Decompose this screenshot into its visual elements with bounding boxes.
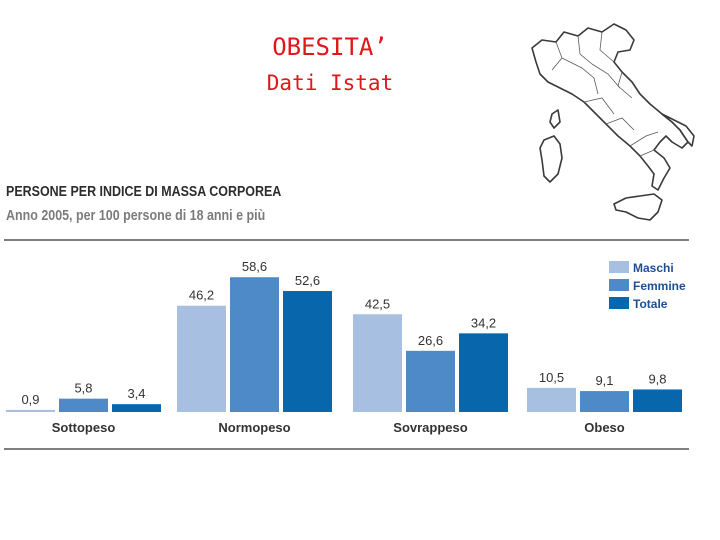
value-label: 9,8 — [648, 371, 666, 386]
labels-layer: 0,9 5,8 3,4 Sottopeso 46,2 58,6 52,6 Normopeso 4… — [21, 259, 666, 435]
category-label: Obeso — [584, 420, 625, 435]
value-label: 26,6 — [418, 333, 443, 348]
value-label: 52,6 — [295, 273, 320, 288]
value-label: 0,9 — [21, 392, 39, 407]
bar-femmine-normopeso — [230, 277, 279, 412]
category-label: Sovrappeso — [393, 420, 467, 435]
legend: Maschi Femmine Totale — [609, 261, 686, 311]
legend-label-totale: Totale — [633, 297, 668, 311]
category-label: Normopeso — [218, 420, 290, 435]
value-label: 3,4 — [127, 386, 145, 401]
bar-totale-sovrappeso — [459, 333, 508, 412]
bar-femmine-obeso — [580, 391, 629, 412]
bar-totale-sottopeso — [112, 404, 161, 412]
bar-totale-obeso — [633, 389, 682, 412]
italy-regions-map-icon — [531, 23, 695, 221]
value-label: 42,5 — [365, 296, 390, 311]
bar-totale-normopeso — [283, 291, 332, 412]
legend-label-maschi: Maschi — [633, 261, 674, 275]
category-label: Sottopeso — [52, 420, 116, 435]
legend-swatch-totale — [609, 297, 629, 309]
bar-maschi-obeso — [527, 387, 576, 412]
value-label: 9,1 — [595, 373, 613, 388]
legend-swatch-femmine — [609, 279, 629, 291]
slide-subtitle: Dati Istat — [266, 71, 394, 95]
value-label: 10,5 — [539, 370, 564, 385]
bar-maschi-sottopeso — [6, 409, 55, 412]
bar-femmine-sottopeso — [59, 398, 108, 412]
legend-label-femmine: Femmine — [633, 279, 686, 293]
value-label: 5,8 — [74, 381, 92, 396]
slide-title: OBESITA’ — [272, 33, 388, 61]
chart-subtitle: Anno 2005, per 100 persone di 18 anni e … — [6, 208, 266, 224]
bars-layer — [6, 277, 682, 412]
bar-maschi-sovrappeso — [353, 314, 402, 412]
bar-maschi-normopeso — [177, 305, 226, 412]
legend-swatch-maschi — [609, 261, 629, 273]
bar-femmine-sovrappeso — [406, 350, 455, 412]
value-label: 34,2 — [471, 315, 496, 330]
chart-title: PERSONE PER INDICE DI MASSA CORPOREA — [6, 184, 282, 200]
value-label: 46,2 — [189, 288, 214, 303]
value-label: 58,6 — [242, 259, 267, 274]
